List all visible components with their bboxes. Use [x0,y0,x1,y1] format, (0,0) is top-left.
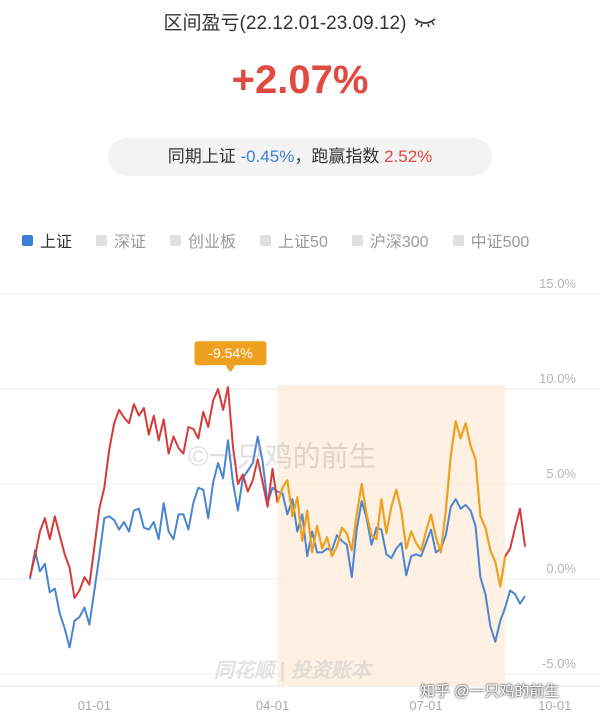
legend-item-sse50[interactable]: 上证50 [260,228,328,252]
series-line-account-tail [504,507,526,557]
period-return: +2.07% [231,58,369,102]
legend-item-chinext[interactable]: 创业板 [170,228,236,252]
watermark-brand: 同花顺 | 投资账本 [214,660,371,682]
compare-label-index: 同期上证 [167,147,236,166]
legend-item-shanghai[interactable]: 上证 [22,228,72,252]
chart-legend: 上证 深证 创业板 上证50 沪深300 中证500 [22,228,553,252]
watermark-zhihu: 知乎 @一只鸡的前生 [420,683,560,700]
legend-item-csi300[interactable]: 沪深300 [351,228,429,252]
y-tick-label: 15.0% [539,276,576,291]
annotation-bubble [194,341,267,366]
annotation-label: -9.54% [208,345,252,361]
y-tick-label: 10.0% [539,371,576,386]
series-line-highlight [276,420,507,588]
eye-closed-icon[interactable] [414,13,436,35]
watermark-author: ©一只鸡的前生 [188,441,377,472]
title-text: 区间盈亏(22.12.01-23.09.12) [163,13,407,34]
compare-value-index: -0.45% [240,147,295,166]
return-chart[interactable]: 15.0% 10.0% 5.0% 0.0% -5.0% 01-01 04-01 07-01 10… [0,270,600,716]
y-tick-label: -5.0% [542,656,576,671]
legend-item-shenzhen[interactable]: 深证 [96,228,146,252]
legend-label: 上证 [40,234,73,251]
x-tick-label: 01-01 [78,698,111,713]
annotation-pointer [225,365,236,373]
x-tick-label: 10-01 [538,698,571,713]
y-tick-label: 0.0% [546,561,576,576]
legend-swatch [170,234,182,246]
legend-label: 上证50 [278,234,328,251]
compare-label-excess: 跑赢指数 [311,147,380,166]
compare-separator: ， [294,147,312,166]
legend-label: 中证500 [470,234,530,251]
legend-label: 创业板 [188,234,237,251]
legend-swatch [96,234,108,246]
y-tick-label: 5.0% [546,466,576,481]
legend-swatch [351,234,363,246]
x-tick-label: 04-01 [256,698,289,713]
legend-label: 深证 [114,234,147,251]
x-tick-label: 07-01 [409,698,442,713]
legend-swatch [22,234,33,246]
legend-swatch [260,234,272,246]
series-line-account [29,386,279,599]
legend-swatch [452,234,464,246]
legend-label: 沪深300 [369,234,429,251]
compare-value-excess: 2.52% [384,147,433,166]
legend-item-csi500[interactable]: 中证500 [452,228,530,252]
page-title: 区间盈亏(22.12.01-23.09.12) [0,8,600,35]
compare-summary: 同期上证 -0.45%，跑赢指数 2.52% [108,138,492,176]
